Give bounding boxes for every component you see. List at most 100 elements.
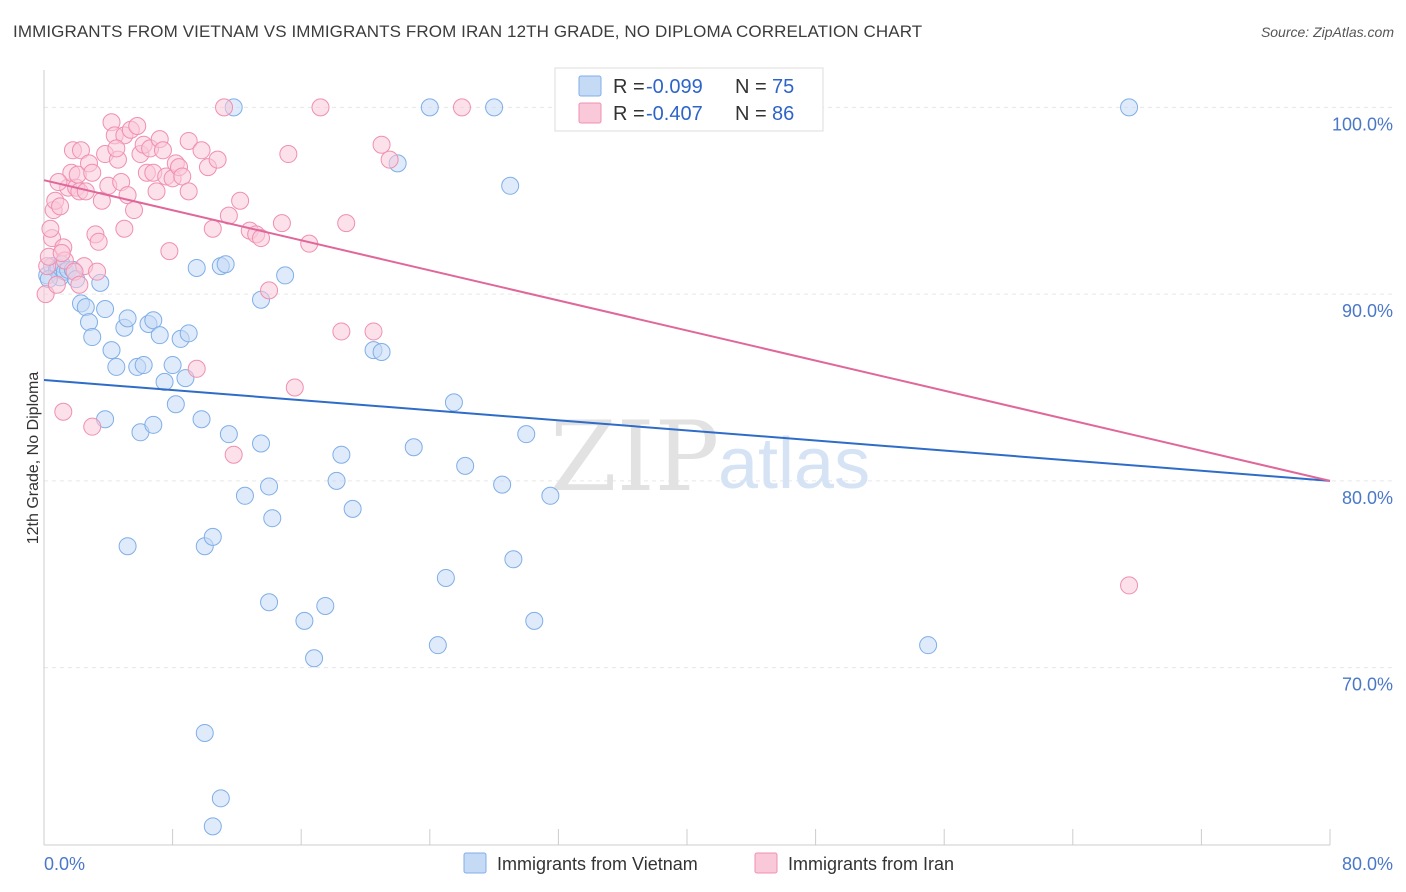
vietnam-point [276, 266, 295, 285]
iran-point [153, 141, 172, 160]
vietnam-point [260, 593, 279, 612]
vietnam-point [316, 596, 335, 615]
iran-r-value: -0.407 [646, 103, 703, 125]
iran-point [224, 445, 243, 464]
vietnam-point [504, 550, 523, 569]
iran-point [107, 139, 126, 158]
vietnam-point [155, 372, 174, 391]
vietnam-point [444, 393, 463, 412]
vietnam-point [134, 356, 153, 375]
iran-point [364, 322, 383, 341]
vietnam-point [163, 356, 182, 375]
iran-point [52, 244, 71, 263]
y-tick-label: 90.0% [1342, 301, 1393, 321]
vietnam-point [96, 300, 115, 319]
iran-point [83, 417, 102, 436]
vietnam-point [436, 568, 455, 587]
vietnam-point [150, 326, 169, 345]
y-tick-label: 80.0% [1342, 488, 1393, 508]
vietnam-point [305, 649, 324, 668]
vietnam-point [203, 527, 222, 546]
legend-vietnam-label: Immigrants from Vietnam [497, 854, 698, 874]
stats-legend: R = -0.099 N = 75 R = -0.407 N = 86 [554, 67, 824, 132]
vietnam-point [263, 509, 282, 528]
iran-point [88, 262, 107, 281]
watermark-atlas: atlas [718, 424, 870, 504]
chart-title: IMMIGRANTS FROM VIETNAM VS IMMIGRANTS FR… [13, 22, 923, 41]
iran-point [187, 359, 206, 378]
vietnam-point [195, 723, 214, 742]
iran-point [54, 402, 73, 421]
vietnam-point [118, 537, 137, 556]
vietnam-point [102, 341, 121, 360]
iran-point [147, 182, 166, 201]
legend-iran-swatch [754, 852, 778, 874]
iran-point [92, 191, 111, 210]
vietnam-point [211, 789, 230, 808]
iran-point [41, 219, 60, 238]
vietnam-point [203, 817, 222, 836]
iran-swatch [578, 102, 602, 124]
source-credit: Source: ZipAtlas.com [1260, 24, 1394, 40]
vietnam-point [260, 477, 279, 496]
vietnam-point [428, 636, 447, 655]
iran-point [70, 275, 89, 294]
vietnam-point [118, 309, 137, 328]
iran-point [160, 242, 179, 261]
vietnam-point [166, 395, 185, 414]
watermark-zip: ZIP [550, 401, 719, 513]
vietnam-trend-line [43, 379, 1331, 482]
iran-r-label: R = [613, 103, 645, 125]
vietnam-point [235, 486, 254, 505]
iran-point [260, 281, 279, 300]
iran-point [89, 232, 108, 251]
iran-point [311, 98, 330, 117]
legend-vietnam-swatch [463, 852, 487, 874]
vietnam-point [192, 410, 211, 429]
vietnam-point [144, 415, 163, 434]
iran-point [83, 163, 102, 182]
iran-point [115, 219, 134, 238]
iran-point [1120, 576, 1139, 595]
vietnam-point [332, 445, 351, 464]
vietnam-point [144, 311, 163, 330]
iran-point [51, 197, 70, 216]
vietnam-point [83, 328, 102, 347]
vietnam-point [1120, 98, 1139, 117]
vietnam-point [517, 425, 536, 444]
vietnam-point [327, 471, 346, 490]
iran-point [173, 167, 192, 186]
iran-point [192, 141, 211, 160]
iran-point [272, 214, 291, 233]
vietnam-point [525, 611, 544, 630]
vietnam-point [404, 438, 423, 457]
iran-point [231, 191, 250, 210]
iran-point [203, 219, 222, 238]
vietnam-n-value: 75 [772, 76, 794, 98]
iran-point [179, 131, 198, 150]
vietnam-swatch [578, 75, 602, 97]
vietnam-point [219, 425, 238, 444]
vietnam-point [80, 313, 99, 332]
watermark: ZIP atlas [550, 401, 870, 513]
y-tick-label: 70.0% [1342, 675, 1393, 695]
iran-point [452, 98, 471, 117]
vietnam-point [179, 324, 198, 343]
vietnam-point [420, 98, 439, 117]
trend-lines [43, 179, 1331, 482]
vietnam-r-label: R = [613, 76, 645, 98]
y-tick-label: 100.0% [1332, 114, 1393, 134]
iran-point [179, 182, 198, 201]
vietnam-point [485, 98, 504, 117]
iran-point [337, 214, 356, 233]
iran-point [372, 135, 391, 154]
x-ticks [172, 829, 1331, 845]
vietnam-point [107, 357, 126, 376]
y-axis-label: 12th Grade, No Diploma [25, 372, 42, 545]
vietnam-point [372, 342, 391, 361]
iran-point [215, 98, 234, 117]
iran-point [128, 117, 147, 136]
vietnam-point [295, 611, 314, 630]
iran-point [208, 150, 227, 169]
iran-point [285, 378, 304, 397]
